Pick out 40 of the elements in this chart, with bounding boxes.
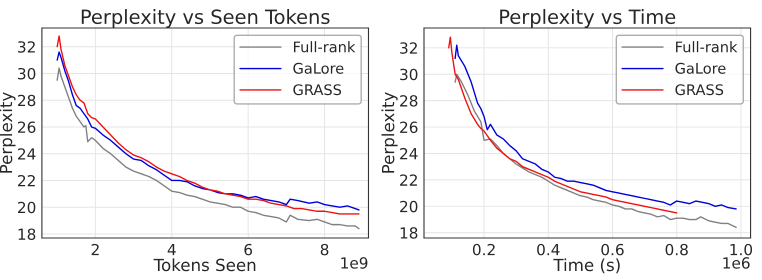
legend-label: GRASS [675,84,724,96]
legend-label: GRASS [293,84,342,96]
y-tick-label: 22 [18,174,35,186]
chart-title: Perplexity vs Seen Tokens [82,9,330,28]
y-tick-label: 18 [18,228,36,240]
y-tick-label: 28 [18,94,36,106]
line-series [454,74,737,228]
y-tick-label: 32 [400,42,417,54]
y-tick-label: 20 [400,200,418,212]
y-tick-label: 32 [18,41,35,53]
x-axis-title: Tokens Seen [154,258,256,272]
x-axis-title: Time (s) [553,258,620,274]
x-tick-label: 6 [244,244,252,256]
x-tick-label: 2 [92,244,99,256]
x-tick-label: 0.2 [472,244,495,256]
x-tick-label: 4 [168,244,176,256]
x-tick-label: 1.0 [730,244,752,256]
legend-label: Full-rank [294,41,356,52]
y-tick-label: 22 [400,174,417,186]
legend-label: GaLore [293,62,344,74]
y-tick-label: 26 [18,121,36,133]
legend-label: GaLore [675,62,726,74]
text: 1e6 [723,257,750,269]
y-tick-label: 30 [18,68,36,80]
y-tick-label: 28 [400,95,418,107]
x-tick-label: 0.6 [601,244,624,256]
y-tick-label: 20 [18,202,36,214]
x-tick-label: 0.4 [537,244,560,256]
y-tick-label: 30 [400,68,418,80]
chart-title: Perplexity vs Time [500,9,676,28]
y-tick-label: 24 [400,148,418,160]
line-series [448,36,678,214]
y-tick-label: 26 [400,122,418,134]
text: 1e9 [341,257,368,269]
x-tick-label: 0.8 [666,244,688,256]
legend-label: Full-rank [676,41,738,52]
y-tick-label: 24 [18,148,36,160]
x-tick-label: 8 [320,244,328,256]
y-axis-title: Perplexity [381,92,398,173]
y-tick-label: 18 [400,227,418,239]
